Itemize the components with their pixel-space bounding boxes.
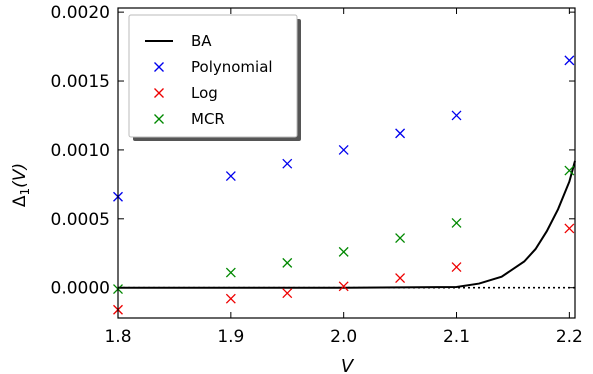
point-mcr [282,257,293,268]
point-polynomial [338,144,349,155]
point-stroke [564,165,575,176]
plot-frame [117,7,576,319]
x-tick-label: 2.1 [443,327,470,347]
point-log [395,273,406,284]
legend-swatch-mcr [154,114,164,124]
point-stroke [451,262,462,272]
y-axis: 0.0000 0.0005 0.0010 0.0015 0.0020 [51,3,575,299]
x-tick-label: 2.0 [330,327,357,347]
point-stroke [395,233,406,244]
point-polynomial [395,128,406,139]
plot-area [113,7,576,319]
point-log [225,293,236,304]
point-stroke [282,158,293,169]
series-line-ba [118,160,576,289]
point-stroke [225,293,236,304]
legend-label-ba: BA [191,32,212,50]
point-stroke [338,246,349,257]
point-mcr [338,246,349,257]
point-stroke [338,144,349,155]
y-tick-label: 0.0005 [51,210,110,230]
y-tick-label: 0.0015 [51,72,110,92]
legend-label-polynomial: Polynomial [191,58,273,76]
point-polynomial [225,171,236,182]
legend-label-log: Log [191,84,218,102]
point-stroke [451,217,462,228]
legend-swatch-polynomial [154,62,164,72]
x-tick-label: 1.8 [104,327,131,347]
x-tick-label: 2.2 [556,327,583,347]
point-stroke [225,171,236,182]
point-polynomial [451,110,462,121]
x-tick-label: 1.9 [217,327,244,347]
y-tick-label: 0.0000 [51,279,110,299]
x-axis: 1.8 1.9 2.0 2.1 2.2 [104,8,583,347]
legend-box [128,14,298,138]
point-stroke [451,110,462,121]
point-log [451,262,462,272]
y-axis-label: Δ1(V) [10,163,32,207]
y-tick-label: 0.0020 [51,3,110,23]
point-polynomial [282,158,293,169]
point-stroke [225,267,236,278]
point-stroke [338,281,349,292]
point-stroke [564,223,575,234]
legend-swatch-log [154,88,164,98]
point-mcr [451,217,462,228]
point-stroke [282,288,293,299]
point-stroke [395,273,406,284]
point-stroke [564,55,575,66]
point-stroke [282,257,293,268]
point-log [338,281,349,292]
y-tick-label: 0.0010 [51,141,110,161]
point-log [282,288,293,299]
point-stroke [395,128,406,139]
point-mcr [564,165,575,176]
point-polynomial [564,55,575,66]
point-mcr [225,267,236,278]
x-axis-label: V [341,356,355,374]
point-log [564,223,575,234]
legend: BA Polynomial Log MCR [128,14,301,141]
legend-label-mcr: MCR [191,110,225,128]
point-mcr [395,233,406,244]
